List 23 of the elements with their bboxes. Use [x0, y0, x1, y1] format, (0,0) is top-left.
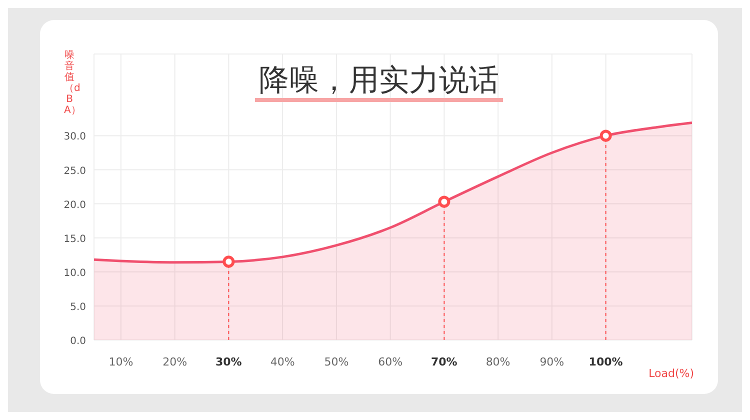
- x-tick-label: 100%: [588, 356, 623, 368]
- y-tick-label: 5.0: [70, 302, 86, 313]
- x-tick-label: 70%: [431, 356, 458, 368]
- x-tick-label: 50%: [324, 356, 349, 368]
- x-tick-label: 60%: [378, 356, 403, 368]
- y-tick-label: 10.0: [64, 268, 86, 279]
- y-tick-label: 30.0: [64, 132, 86, 143]
- x-tick-label: 80%: [486, 356, 510, 368]
- point: [222, 256, 235, 268]
- x-tick-label: 90%: [540, 356, 564, 368]
- x-tick-label: 30%: [216, 356, 242, 368]
- x-axis-title: Load(%): [648, 367, 694, 380]
- chart-title: 降噪，用实力说话: [255, 63, 503, 102]
- point: [600, 130, 612, 142]
- x-tick-label: 10%: [108, 356, 134, 368]
- y-tick-label: 0.0: [70, 336, 86, 347]
- x-tick-label: 40%: [270, 356, 295, 368]
- y-axis-title: 噪音值（dBA）: [64, 50, 81, 116]
- y-tick-label: 25.0: [64, 166, 86, 177]
- y-tick-label: 20.0: [64, 200, 86, 211]
- point: [438, 196, 450, 208]
- x-tick-label: 20%: [162, 356, 188, 368]
- y-tick-label: 15.0: [64, 234, 86, 245]
